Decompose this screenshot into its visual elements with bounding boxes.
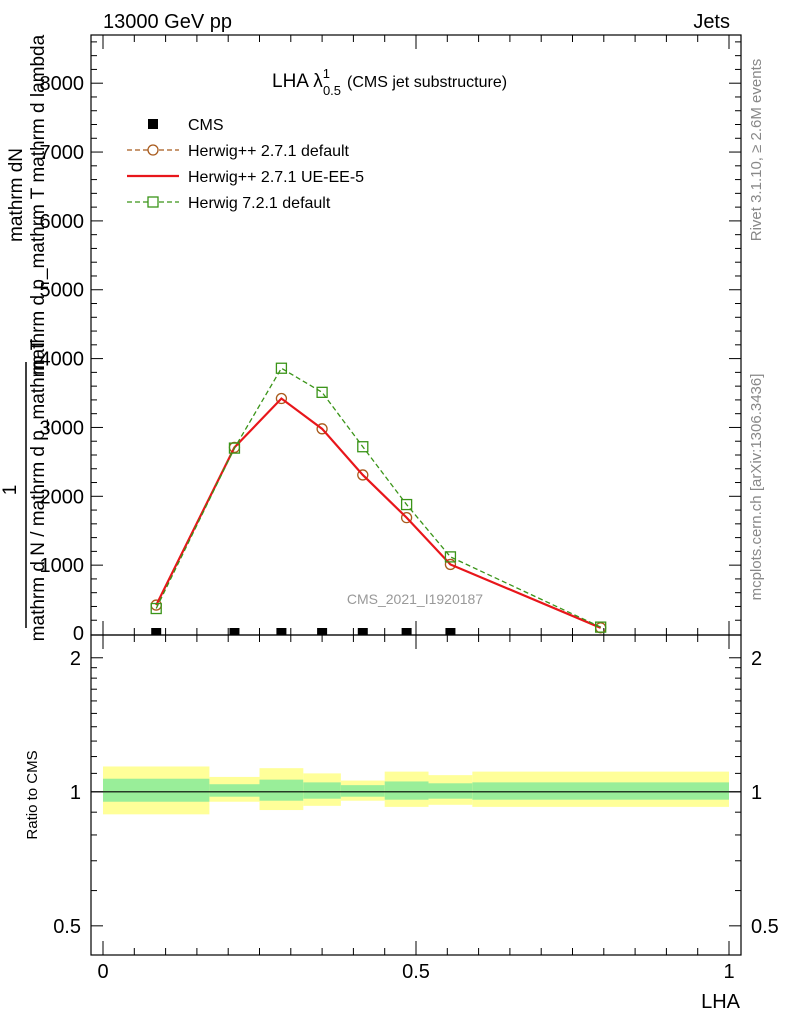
main-ytick-label-6: 7000 (40, 142, 85, 164)
legend-marker-3 (147, 196, 159, 208)
cms-data-point-1 (229, 628, 240, 635)
ratio-ytick-label-left-2: 2 (70, 648, 81, 670)
ratio-xtick-label-2: 1 (723, 961, 734, 983)
rivet-label: Rivet 3.1.10, ≥ 2.6M events (748, 59, 765, 242)
cms-data-point-5 (401, 628, 412, 635)
ratio-ytick-label-right-2: 2 (751, 648, 762, 670)
ratio-ytick-label-left-0: 0.5 (53, 916, 81, 938)
legend-marker-0 (148, 119, 158, 129)
ylabel-denominator: mathrm d N / mathrm d p_mathrm T (28, 338, 49, 641)
chart-title: LHA λ1 0.5 (CMS jet substructure) (272, 66, 507, 98)
analysis-watermark: CMS_2021_I1920187 (347, 591, 483, 607)
x-axis-label: LHA (701, 991, 741, 1013)
cms-data-point-0 (151, 628, 162, 635)
cms-data-point-2 (276, 628, 287, 635)
main-ytick-label-7: 8000 (40, 73, 85, 95)
ratio-inner-band-3 (303, 782, 341, 799)
series-line-3 (155, 367, 601, 628)
ratio-y-axis-label: Ratio to CMS (24, 750, 41, 839)
herwig-default-point-5 (400, 511, 413, 524)
series-line-2 (155, 397, 602, 629)
herwig7-point-2 (275, 362, 288, 374)
main-ytick-label-5: 6000 (40, 211, 85, 233)
ratio-inner-band-2 (259, 779, 304, 801)
herwig-default-point-3 (316, 423, 328, 435)
legend-marker-1 (147, 144, 159, 156)
ratio-panel: 0.5 0.5 1 1 2 2 0 0.5 1 LHA Ratio to CMS (24, 634, 779, 1013)
legend-label-1: Herwig++ 2.7.1 default (188, 143, 350, 160)
cms-data-point-6 (445, 628, 456, 635)
ylabel-numerator-line2: mathrm d p_mathrm T mathrm d lambda (28, 34, 49, 375)
ratio-ytick-label-right-0: 0.5 (751, 916, 779, 938)
ratio-xtick-label-1: 0.5 (402, 961, 430, 983)
ylabel-prefix: 1 (0, 485, 21, 496)
ratio-inner-band-5 (384, 781, 429, 800)
ylabel-numerator-line1: mathrm dN (6, 148, 27, 242)
herwig7-point-3 (316, 386, 328, 398)
herwig7-point-5 (400, 498, 413, 511)
herwig7-point-0 (150, 602, 162, 615)
ratio-inner-band-7 (472, 782, 729, 800)
main-ytick-label-2: 3000 (40, 417, 85, 439)
energy-label: 13000 GeV pp (103, 11, 232, 33)
mcplots-label: mcplots.cern.ch [arXiv:1306.3436] (748, 374, 765, 601)
herwig7-point-4 (357, 441, 369, 453)
main-panel: 1000 2000 3000 4000 5000 6000 7000 8000 0 LHA λ1 0… (40, 34, 742, 645)
ratio-inner-band-6 (428, 783, 473, 799)
herwig-default-point-6 (444, 558, 457, 571)
ratio-inner-band-4 (340, 785, 385, 797)
ratio-ytick-label-left-1: 1 (70, 782, 81, 804)
cms-data-point-4 (357, 628, 368, 635)
herwig-default-point-2 (275, 392, 288, 405)
ratio-xtick-label-0: 0 (97, 961, 108, 983)
herwig7-point-1 (228, 442, 241, 454)
legend-label-2: Herwig++ 2.7.1 UE-EE-5 (188, 169, 364, 186)
legend-label-0: CMS (188, 117, 224, 134)
herwig7-point-7 (595, 621, 607, 633)
herwig7-point-6 (444, 551, 457, 563)
ratio-inner-band-1 (209, 784, 260, 797)
main-ytick-label-4: 5000 (40, 280, 85, 302)
main-ytick-label-zero: 0 (73, 623, 84, 645)
main-ytick-label-0: 1000 (40, 555, 85, 577)
main-ytick-label-3: 4000 (40, 349, 85, 371)
legend-label-3: Herwig 7.2.1 default (188, 195, 331, 212)
main-ytick-label-1: 2000 (40, 486, 85, 508)
herwig-default-point-4 (357, 469, 369, 481)
category-label: Jets (693, 11, 730, 33)
main-y-axis-label: mathrm dN mathrm d p_mathrm T mathrm d l… (0, 34, 49, 641)
ratio-inner-band-0 (103, 778, 210, 802)
cms-data-point-3 (317, 628, 328, 635)
ratio-ytick-label-right-1: 1 (751, 782, 762, 804)
